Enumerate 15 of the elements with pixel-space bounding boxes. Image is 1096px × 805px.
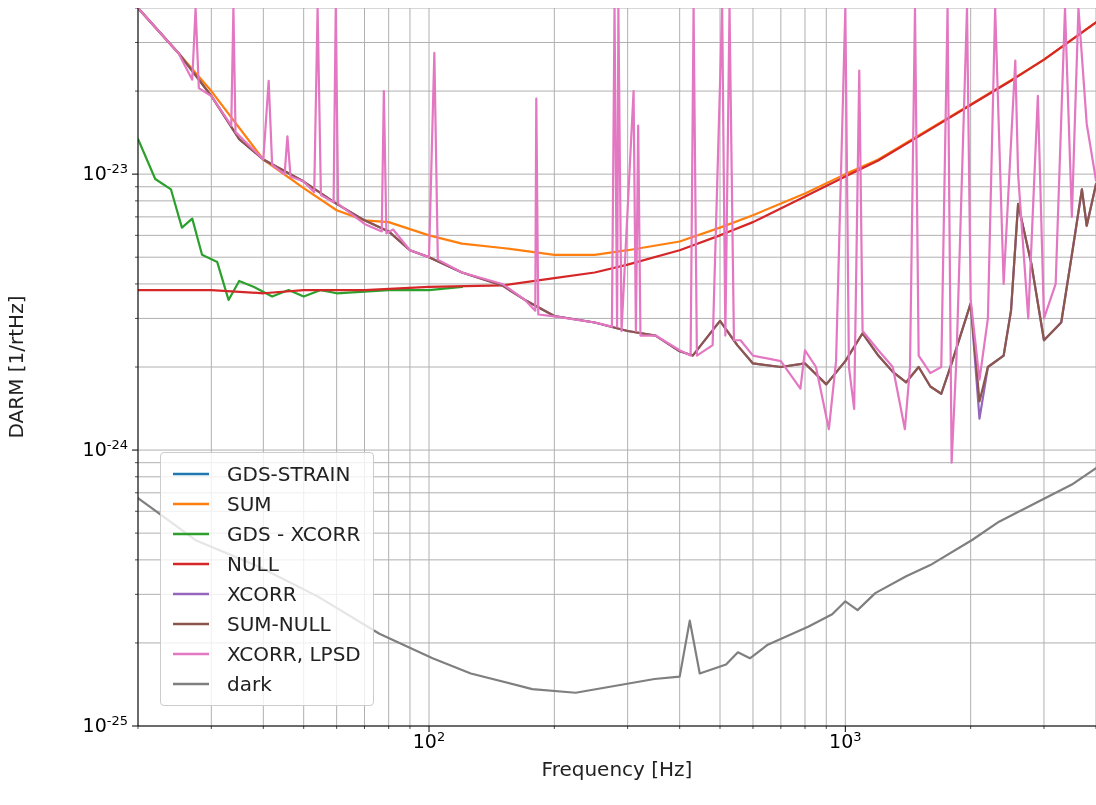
legend-label: dark — [227, 671, 272, 698]
x-tick-label: 10$^{3}$ — [829, 728, 862, 752]
x-tick-label: 10$^{2}$ — [412, 728, 446, 752]
legend-label: GDS - XCORR — [227, 521, 361, 548]
y-tick-label: 10$^{-25}$ — [82, 712, 128, 736]
y-tick-label: 10$^{-24}$ — [82, 436, 128, 461]
x-axis-title: Frequency [Hz] — [541, 757, 693, 781]
legend-label: XCORR — [227, 581, 297, 608]
legend-label: XCORR, LPSD — [227, 641, 361, 668]
y-tick-label: 10$^{-23}$ — [82, 160, 128, 185]
y-axis-title: DARM [1/rtHz] — [4, 295, 29, 439]
legend-label: SUM-NULL — [227, 611, 331, 638]
legend-label: GDS-STRAIN — [227, 461, 351, 488]
legend-label: SUM — [227, 491, 272, 518]
legend-label: NULL — [227, 551, 279, 578]
